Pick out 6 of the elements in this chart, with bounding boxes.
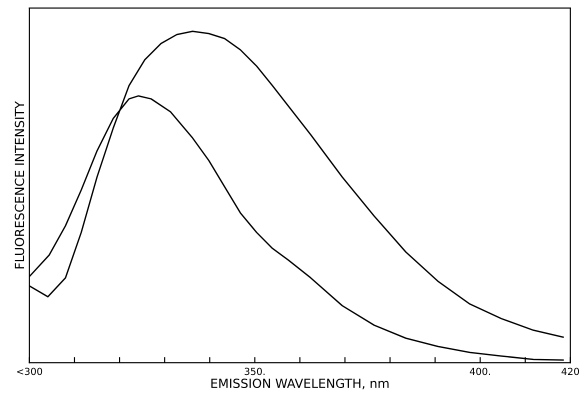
x-tick-label: 420 [562,368,579,376]
x-tick-label: 400. [470,368,490,376]
x-tick-label: <300 [17,368,42,376]
y-axis-title: FLUORESCENCE INTENSITY [14,101,24,268]
x-axis-title: EMISSION WAVELENGTH, nm [211,378,389,390]
x-tick-label: 350. [244,368,265,376]
